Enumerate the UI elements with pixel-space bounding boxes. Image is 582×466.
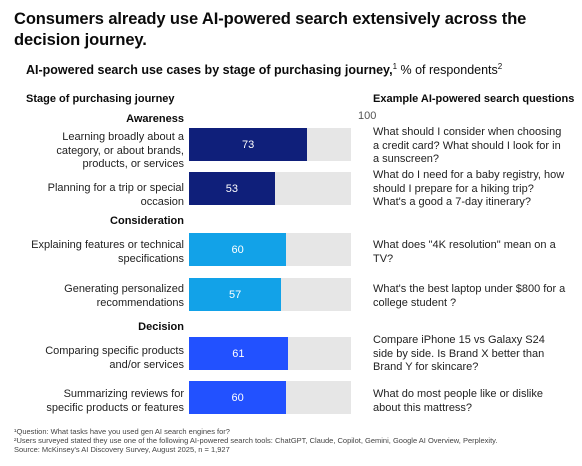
- category-label: Planning for a trip or special occasion: [47, 182, 184, 208]
- category-label: Summarizing reviews for specific product…: [46, 388, 184, 414]
- footnote-2: ²Users surveyed stated they use one of t…: [14, 436, 498, 445]
- bar-value-label: 61: [232, 347, 245, 360]
- footnote-1: ¹Question: What tasks have you used gen …: [14, 427, 230, 436]
- bar-decision-comparing: [189, 337, 288, 370]
- bar-track: 61: [189, 337, 351, 370]
- bar-value-label: 53: [225, 182, 239, 195]
- category-label: Explaining features or technical specifi…: [31, 239, 184, 265]
- example-question: What do most people like or dislike abou…: [373, 388, 543, 414]
- bar-value-label: 60: [231, 391, 244, 404]
- subtitle-unit: % of respondents: [397, 63, 498, 77]
- bar-value-label: 57: [229, 288, 242, 301]
- stage-label-consideration: Consideration: [110, 215, 184, 227]
- subtitle-footnote-2: 2: [497, 61, 503, 71]
- example-question: What's the best laptop under $800 for a …: [373, 283, 566, 309]
- bar-track: 57: [189, 278, 351, 311]
- chart-title: Consumers already use AI-powered search …: [14, 10, 527, 49]
- example-question: What should I consider when choosing a c…: [373, 126, 562, 165]
- bar-consideration-features: [189, 233, 287, 266]
- bar-awareness-learning: [189, 128, 308, 161]
- stage-label-decision: Decision: [138, 321, 184, 333]
- stage-label-awareness: Awareness: [126, 113, 184, 125]
- category-label: Comparing specific products and/or servi…: [45, 345, 184, 371]
- bar-track: 53: [189, 172, 351, 205]
- axis-max-label: 100: [358, 110, 377, 122]
- subtitle-bold: AI-powered search use cases by stage of …: [26, 63, 393, 77]
- subtitle-footnote-1: 1: [392, 61, 398, 71]
- example-question: What does "4K resolution" mean on a TV?: [373, 239, 556, 265]
- bar-value-label: 73: [242, 138, 255, 151]
- chart-subtitle: AI-powered search use cases by stage of …: [26, 61, 503, 77]
- bar-track: 60: [189, 381, 351, 414]
- bar-track: 60: [189, 233, 351, 266]
- column-header-questions: Example AI-powered search questions: [373, 93, 575, 105]
- source-note: Source: McKinsey's AI Discovery Survey, …: [14, 445, 230, 454]
- bar-decision-summarizing: [189, 381, 287, 414]
- category-label: Generating personalized recommendations: [64, 283, 184, 309]
- example-question: Compare iPhone 15 vs Galaxy S24 side by …: [373, 334, 545, 373]
- bar-awareness-planning: [189, 172, 275, 205]
- example-question: What do I need for a baby registry, how …: [373, 169, 565, 208]
- bar-track: 73: [189, 128, 351, 161]
- bar-consideration-recommendations: [189, 278, 282, 311]
- column-header-stage: Stage of purchasing journey: [26, 93, 175, 105]
- category-label: Learning broadly about a category, or ab…: [56, 131, 184, 170]
- bar-value-label: 60: [231, 243, 244, 256]
